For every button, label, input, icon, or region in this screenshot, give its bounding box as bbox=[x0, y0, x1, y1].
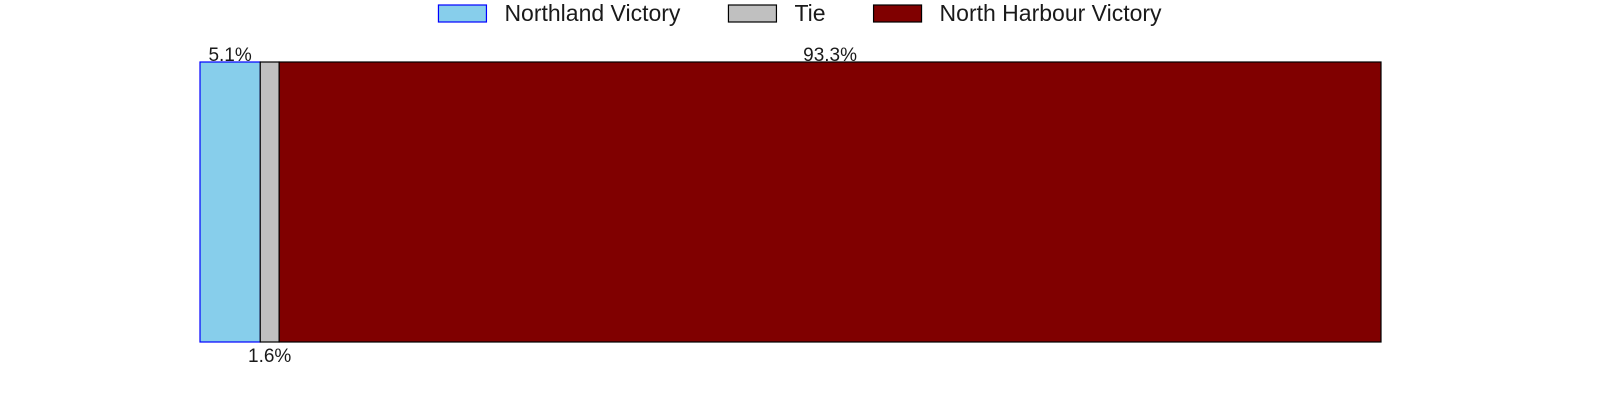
legend-label-northland-victory: Northland Victory bbox=[504, 0, 680, 26]
legend-label-tie: Tie bbox=[794, 0, 825, 26]
data-label-tie: 1.6% bbox=[248, 346, 291, 367]
legend-swatch-northland-victory bbox=[437, 4, 488, 23]
bar-segments bbox=[199, 61, 1382, 343]
legend-item-northland-victory: Northland Victory bbox=[437, 0, 681, 26]
legend-swatch-north-harbour-victory bbox=[872, 4, 923, 23]
data-label-north-harbour-victory: 93.3% bbox=[803, 45, 857, 66]
legend-item-north-harbour-victory: North Harbour Victory bbox=[872, 0, 1162, 26]
legend-label-north-harbour-victory: North Harbour Victory bbox=[940, 0, 1162, 26]
legend-item-tie: Tie bbox=[727, 0, 826, 26]
chart-legend: Northland Victory Tie North Harbour Victor… bbox=[437, 0, 1162, 26]
legend-swatch-tie bbox=[727, 4, 778, 23]
data-labels: 5.1% 1.6% 93.3% bbox=[208, 45, 857, 367]
bar-segment-northland-victory bbox=[199, 61, 261, 343]
data-label-northland-victory: 5.1% bbox=[208, 45, 251, 66]
bar-segment-tie bbox=[259, 61, 280, 343]
bar-segment-north-harbour-victory bbox=[278, 61, 1382, 343]
